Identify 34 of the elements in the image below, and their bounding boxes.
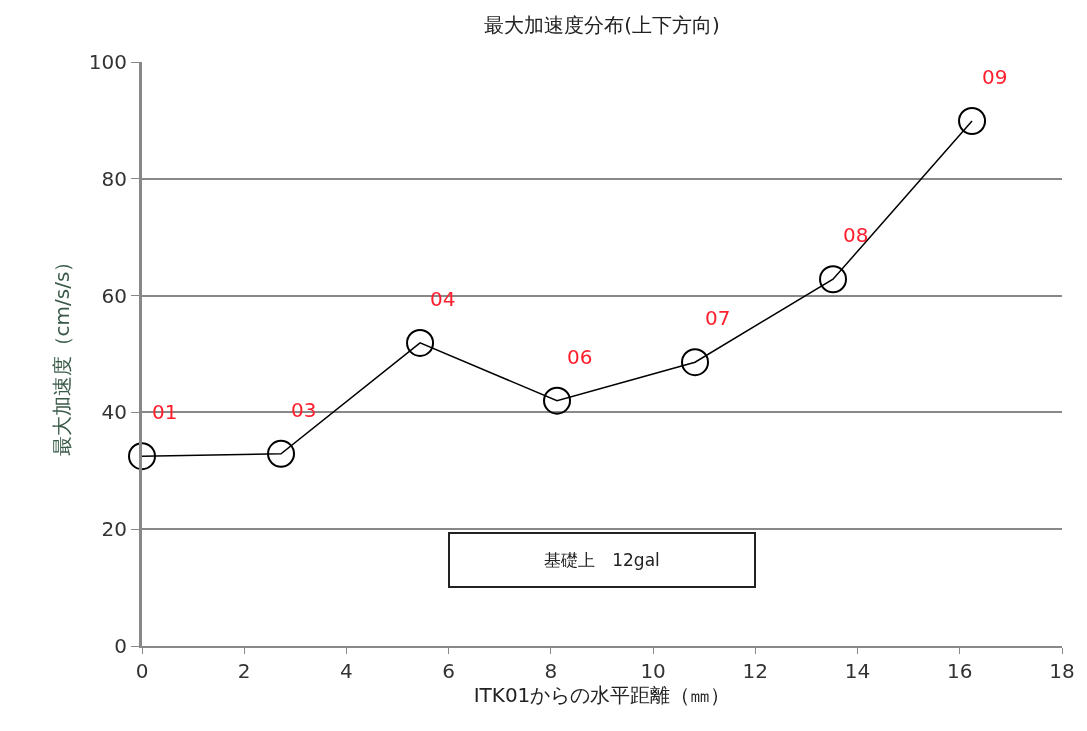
y-tick-label: 60 bbox=[101, 283, 127, 308]
annotation: 08 bbox=[843, 223, 869, 247]
x-tick-label: 4 bbox=[340, 659, 353, 683]
y-tick-label: 40 bbox=[101, 400, 127, 425]
x-tick-label: 8 bbox=[544, 659, 558, 683]
x-tick-label: 14 bbox=[844, 659, 871, 683]
x-tick-label: 12 bbox=[742, 659, 769, 683]
point bbox=[543, 386, 572, 415]
point bbox=[681, 348, 710, 377]
annotation: 07 bbox=[705, 306, 731, 330]
annotation: 09 bbox=[982, 65, 1008, 89]
annotation: 06 bbox=[567, 345, 593, 369]
point bbox=[406, 328, 435, 357]
x-tick-label: 2 bbox=[237, 659, 251, 683]
x-tick-label: 16 bbox=[947, 659, 973, 683]
annotation: 01 bbox=[152, 400, 178, 424]
point bbox=[128, 442, 156, 471]
annotation: 基礎上 12gal bbox=[544, 550, 660, 570]
point bbox=[819, 265, 848, 294]
y-tick-label: 0 bbox=[114, 634, 127, 658]
y-tick-label: 20 bbox=[101, 517, 127, 542]
chart-title: 最大加速度分布(上下方向) bbox=[484, 13, 720, 38]
x-tick-label: 18 bbox=[1049, 659, 1075, 683]
x-tick-label: 0 bbox=[135, 659, 149, 683]
point bbox=[267, 439, 296, 468]
x-tick-label: 6 bbox=[442, 659, 456, 683]
point bbox=[958, 106, 987, 135]
y-tick-label: 100 bbox=[88, 50, 127, 74]
annotation: 04 bbox=[430, 287, 456, 311]
annotation: 03 bbox=[291, 398, 317, 422]
x-tick-label: 10 bbox=[640, 659, 666, 683]
y-axis-title: 最大加速度（cm/s/s） bbox=[50, 251, 75, 457]
y-tick-label: 80 bbox=[101, 166, 127, 191]
x-axis-title: ITK01からの水平距離（㎜） bbox=[473, 683, 731, 707]
